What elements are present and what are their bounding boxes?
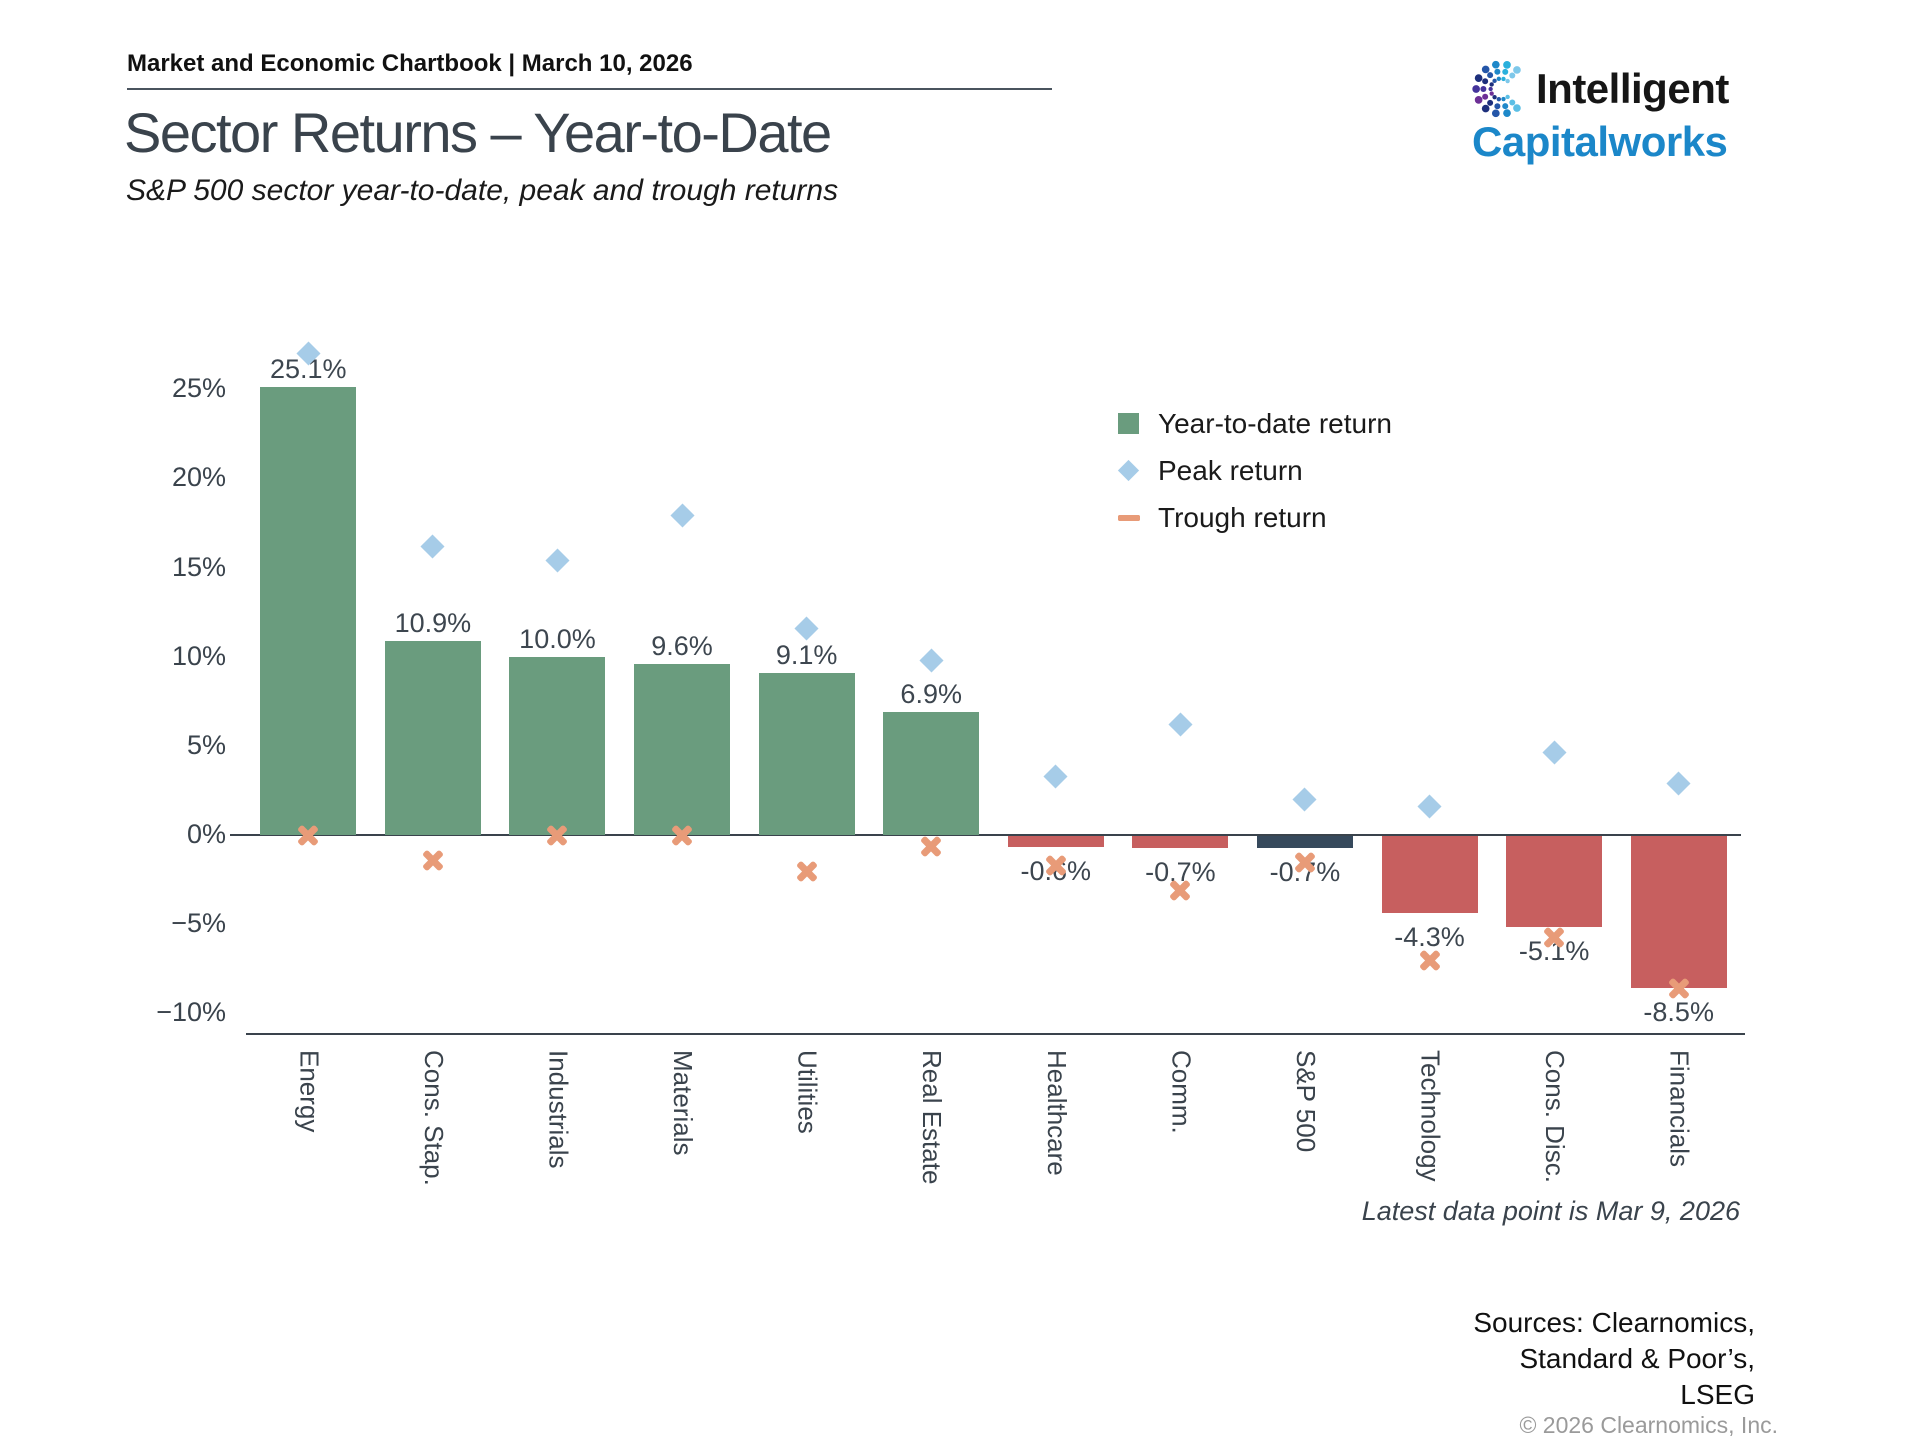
peak-marker-S&P 500: [1292, 787, 1317, 812]
bar-value-label: -0.7%: [1145, 857, 1216, 888]
legend-item-trough: Trough return: [1116, 494, 1392, 541]
trough-marker-Utilities: [794, 858, 820, 884]
trough-marker-Cons. Stap.: [420, 847, 446, 873]
trough-marker-Energy: [295, 822, 321, 848]
peak-marker-Utilities: [794, 616, 819, 641]
peak-marker-Materials: [670, 503, 695, 528]
logo-word-intelligent: Intelligent: [1536, 65, 1729, 112]
category-label-Cons. Stap.: Cons. Stap.: [418, 1050, 449, 1186]
peak-marker-Comm.: [1168, 712, 1193, 737]
header-divider: [127, 88, 1052, 90]
latest-data-footnote: Latest data point is Mar 9, 2026: [1361, 1196, 1740, 1226]
trough-marker-Financials: [1666, 975, 1692, 1001]
bar-value-label: -8.5%: [1643, 996, 1714, 1027]
trough-marker-Comm.: [1167, 877, 1193, 903]
legend-label-ytd: Year-to-date return: [1158, 407, 1392, 439]
peak-marker-Technology: [1417, 794, 1442, 819]
trough-marker-Materials: [669, 822, 695, 848]
y-tick-0: 0%: [186, 819, 226, 849]
trough-cross-icon: [1116, 505, 1142, 531]
bar-Financials: [1630, 836, 1727, 988]
category-label-Technology: Technology: [1415, 1050, 1446, 1182]
y-tick--10: −10%: [156, 997, 226, 1028]
logo-word-capitalworks: Capitalworks: [1472, 118, 1728, 165]
bar-value-label: 10.0%: [519, 623, 596, 654]
peak-marker-Cons. Stap.: [420, 534, 445, 559]
category-label-Financials: Financials: [1664, 1050, 1695, 1168]
sources-block: Sources: Clearnomics, Standard & Poor’s,…: [1473, 1305, 1755, 1413]
trough-marker-Industrials: [544, 822, 570, 848]
copyright-note: © 2026 Clearnomics, Inc.: [1519, 1412, 1778, 1438]
bar-Utilities: [758, 672, 855, 835]
peak-marker-Healthcare: [1043, 764, 1068, 789]
chartbook-header: Market and Economic Chartbook | March 10…: [127, 50, 693, 77]
bar-Technology: [1381, 836, 1478, 913]
page-title: Sector Returns – Year-to-Date: [124, 101, 832, 164]
trough-marker-Technology: [1417, 947, 1443, 973]
bar-Cons. Disc.: [1506, 836, 1603, 927]
peak-diamond-icon: [1116, 458, 1142, 484]
trough-marker-Healthcare: [1043, 852, 1069, 878]
bar-Comm.: [1132, 836, 1229, 849]
sources-line-1: Sources: Clearnomics,: [1473, 1307, 1755, 1338]
peak-marker-Financials: [1666, 771, 1691, 796]
dot-burst-logo-icon: [1472, 60, 1521, 118]
y-tick-15: 15%: [171, 551, 226, 582]
category-label-Industrials: Industrials: [543, 1050, 574, 1169]
bar-value-label: 9.6%: [651, 630, 713, 661]
bar-Energy: [260, 387, 357, 835]
trough-marker-S&P 500: [1292, 849, 1318, 875]
category-label-Materials: Materials: [668, 1050, 699, 1156]
legend-item-ytd: Year-to-date return: [1116, 400, 1392, 447]
page-subtitle: S&P 500 sector year-to-date, peak and tr…: [126, 174, 839, 207]
category-label-S&P 500: S&P 500: [1290, 1050, 1321, 1153]
x-axis-line: [246, 1033, 1745, 1035]
category-label-Cons. Disc.: Cons. Disc.: [1540, 1050, 1571, 1183]
peak-marker-Cons. Disc.: [1542, 740, 1567, 765]
bar-value-label: 9.1%: [775, 639, 838, 670]
bar-S&P 500: [1256, 836, 1353, 849]
zero-baseline: [230, 834, 1741, 836]
bar-value-label: -4.3%: [1394, 921, 1465, 952]
trough-marker-Cons. Disc.: [1541, 924, 1567, 950]
bar-Industrials: [509, 656, 606, 835]
trough-marker-Real Estate: [918, 833, 944, 859]
category-label-Utilities: Utilities: [792, 1050, 823, 1134]
bar-value-label: 10.9%: [394, 607, 472, 638]
category-label-Energy: Energy: [294, 1050, 325, 1133]
bar-value-label: 6.9%: [900, 678, 962, 709]
y-tick-20: 20%: [171, 462, 226, 493]
intelligent-capitalworks-logo: Intelligent Capitalworks: [1472, 60, 1802, 166]
sources-line-2: Standard & Poor’s,: [1519, 1343, 1755, 1374]
sources-line-3: LSEG: [1680, 1379, 1755, 1410]
y-tick--5: −5%: [171, 908, 226, 939]
legend-item-peak: Peak return: [1116, 447, 1392, 494]
peak-marker-Real Estate: [919, 648, 944, 673]
legend-label-trough: Trough return: [1158, 501, 1327, 533]
y-tick-5: 5%: [186, 729, 226, 760]
peak-marker-Industrials: [545, 548, 570, 573]
category-label-Comm.: Comm.: [1166, 1050, 1197, 1134]
ytd-square-icon: [1116, 411, 1142, 437]
category-label-Healthcare: Healthcare: [1041, 1050, 1072, 1176]
bar-Real Estate: [883, 711, 980, 835]
bar-Healthcare: [1007, 836, 1104, 847]
bar-Materials: [634, 663, 731, 835]
y-tick-10: 10%: [171, 640, 226, 671]
bar-Cons. Stap.: [384, 640, 481, 835]
chart-legend: Year-to-date return Peak return Trough r…: [1116, 400, 1392, 541]
y-tick-25: 25%: [171, 373, 226, 404]
category-label-Real Estate: Real Estate: [917, 1050, 948, 1185]
legend-label-peak: Peak return: [1158, 454, 1303, 486]
